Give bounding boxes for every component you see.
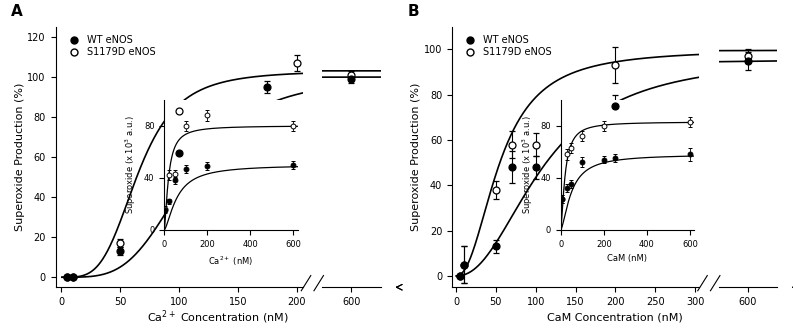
Text: B: B <box>408 4 419 19</box>
Y-axis label: Superoxide Production (%): Superoxide Production (%) <box>14 83 25 231</box>
Text: CaM Concentration (nM): CaM Concentration (nM) <box>546 312 683 322</box>
Legend: WT eNOS, S1179D eNOS: WT eNOS, S1179D eNOS <box>60 32 159 61</box>
Legend: WT eNOS, S1179D eNOS: WT eNOS, S1179D eNOS <box>457 32 556 61</box>
Text: A: A <box>11 4 23 19</box>
Text: Ca$^{2+}$ Concentration (nM): Ca$^{2+}$ Concentration (nM) <box>147 309 289 326</box>
Y-axis label: Superoxide Production (%): Superoxide Production (%) <box>411 83 421 231</box>
